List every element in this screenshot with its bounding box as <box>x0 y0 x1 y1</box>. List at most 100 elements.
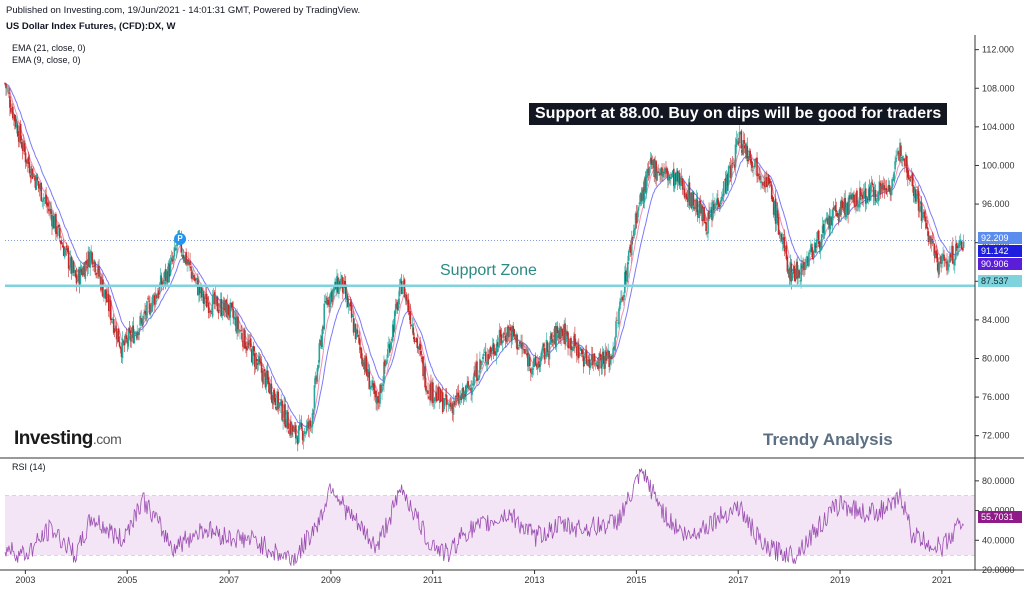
candle <box>27 151 30 168</box>
candle-body <box>108 302 111 312</box>
rsi-legend[interactable]: RSI (14) <box>12 462 46 472</box>
candle <box>311 408 314 434</box>
candle-body <box>611 357 613 359</box>
candle <box>424 363 426 390</box>
candle <box>695 189 698 213</box>
candle <box>947 259 949 275</box>
candle <box>131 321 134 339</box>
candle-body <box>14 119 17 128</box>
candle <box>194 274 196 283</box>
candle <box>702 199 704 226</box>
candle-body <box>7 90 9 92</box>
candle <box>618 306 620 328</box>
candle-body <box>663 171 665 173</box>
candle-body <box>940 256 942 264</box>
candle <box>921 205 924 223</box>
candle-body <box>827 217 830 226</box>
candle <box>479 351 481 378</box>
candle-body <box>141 319 143 326</box>
candle-body <box>882 182 885 189</box>
candle <box>708 202 710 222</box>
candle-body <box>482 356 484 360</box>
candle-body <box>343 280 345 294</box>
candle-body <box>298 422 301 427</box>
candle <box>815 231 818 254</box>
candle-body <box>30 166 33 176</box>
candle <box>156 287 159 299</box>
candle <box>76 276 79 283</box>
candle-body <box>823 225 826 236</box>
candle <box>512 322 515 338</box>
candle <box>487 349 490 366</box>
candle <box>475 360 477 379</box>
candle <box>440 390 443 402</box>
p-marker-icon[interactable]: P <box>174 233 186 245</box>
candle-body <box>763 182 765 185</box>
candle-body <box>135 335 138 337</box>
candle <box>136 324 138 341</box>
candle <box>602 348 605 364</box>
candle-body <box>573 335 575 349</box>
candle-body <box>250 349 253 363</box>
candle <box>471 380 473 403</box>
candle-body <box>810 244 812 253</box>
candle-body <box>34 177 37 188</box>
candle <box>735 130 738 154</box>
candle <box>262 364 265 385</box>
candle-body <box>418 345 421 350</box>
candle-body <box>630 238 633 256</box>
rsi-tick-label: 60.0000 <box>982 506 1015 516</box>
candle <box>157 287 160 299</box>
candle <box>310 425 313 433</box>
candle-body <box>46 202 48 206</box>
candle <box>848 192 850 215</box>
candle-body <box>635 212 638 224</box>
candle-body <box>237 316 239 330</box>
candle <box>107 286 110 317</box>
candle <box>298 414 301 431</box>
candle <box>828 207 831 237</box>
candle-body <box>283 404 285 418</box>
candle <box>13 112 15 126</box>
candle <box>34 175 37 191</box>
candle-body <box>431 382 433 402</box>
candle-body <box>877 191 880 202</box>
candle-body <box>330 292 332 297</box>
candle-body <box>587 359 590 361</box>
candle-body <box>831 209 834 226</box>
candle <box>254 353 257 373</box>
candle <box>238 321 240 334</box>
candle <box>656 166 658 182</box>
candle-body <box>539 356 542 366</box>
candle-body <box>231 302 233 308</box>
candle-body <box>497 345 500 348</box>
candle <box>682 180 685 196</box>
candle <box>351 313 354 318</box>
candle-body <box>571 347 573 351</box>
candle <box>614 336 616 353</box>
candle <box>731 156 734 169</box>
candle-body <box>876 198 879 200</box>
candle <box>524 348 526 355</box>
candle <box>151 296 153 313</box>
candle-body <box>937 263 939 273</box>
candle <box>214 286 217 310</box>
ema21-legend[interactable]: EMA (21, close, 0) <box>12 43 86 53</box>
candle <box>22 133 25 155</box>
candle <box>244 327 246 349</box>
candle <box>962 234 965 252</box>
candle <box>46 195 48 214</box>
candle-body <box>554 326 557 345</box>
candle <box>441 386 444 415</box>
candle-body <box>821 225 824 233</box>
candle-body <box>345 294 348 300</box>
candle-body <box>41 200 44 203</box>
candle <box>554 322 557 350</box>
candle-body <box>200 286 202 292</box>
ema9-legend[interactable]: EMA (9, close, 0) <box>12 55 81 65</box>
candle-body <box>627 250 630 261</box>
candle-body <box>423 366 425 375</box>
candle-body <box>771 196 774 202</box>
candle-body <box>81 272 84 276</box>
candle-body <box>754 159 756 168</box>
